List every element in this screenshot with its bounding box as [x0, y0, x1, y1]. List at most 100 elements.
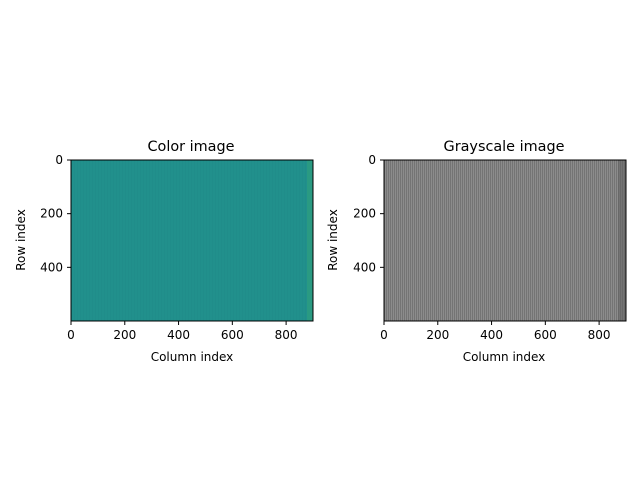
image-stripe [107, 160, 108, 321]
image-stripe [578, 160, 579, 321]
image-stripe [431, 160, 432, 321]
image-stripe [550, 160, 551, 321]
image-stripe [146, 160, 147, 321]
image-stripe [468, 160, 469, 321]
y-tick-label: 400 [353, 260, 376, 274]
image-stripe [395, 160, 396, 321]
y-axis-label: Row index [326, 209, 340, 271]
image-stripe [149, 160, 150, 321]
image-stripe [185, 160, 186, 321]
image-stripe [416, 160, 417, 321]
image-stripe [119, 160, 120, 321]
image-stripe [434, 160, 435, 321]
image-stripe [573, 160, 574, 321]
image-stripe [437, 160, 438, 321]
image-stripe [617, 160, 618, 321]
image-stripe [597, 160, 598, 321]
image-stripe [452, 160, 453, 321]
image-stripe [542, 160, 543, 321]
image-background [71, 160, 313, 321]
image-stripe [572, 160, 573, 321]
image-stripe [591, 160, 592, 321]
image-stripe [541, 160, 542, 321]
x-tick-label: 600 [534, 328, 557, 342]
image-stripe [545, 160, 546, 321]
image-stripe [467, 160, 468, 321]
image-stripe [614, 160, 615, 321]
image-stripe [389, 160, 390, 321]
image-stripe [527, 160, 528, 321]
image-stripe [425, 160, 426, 321]
image-stripe [519, 160, 520, 321]
image-stripe [293, 160, 294, 321]
image-stripe [386, 160, 387, 321]
image-stripe [593, 160, 594, 321]
image-stripe [391, 160, 392, 321]
image-stripe [565, 160, 566, 321]
image-stripe [263, 160, 264, 321]
chart-title: Grayscale image [444, 139, 565, 155]
image-stripe [302, 160, 303, 321]
image-stripe [551, 160, 552, 321]
plot-frame [70, 159, 314, 322]
image-stripe [462, 160, 463, 321]
image-stripe [480, 160, 481, 321]
image-stripe [446, 160, 447, 321]
image-stripe [444, 160, 445, 321]
chart-color-image: Color image 0 200 400 600 800 0 200 400 Column … [14, 139, 314, 364]
image-stripe [501, 160, 502, 321]
image-stripe [421, 160, 422, 321]
image-stripe [561, 160, 562, 321]
image-stripe [518, 160, 519, 321]
image-stripe [569, 160, 570, 321]
image-stripe [546, 160, 547, 321]
image-stripe [420, 160, 421, 321]
image-stripe [447, 160, 448, 321]
image-stripe [502, 160, 503, 321]
image-stripe [426, 160, 427, 321]
image-stripe [537, 160, 538, 321]
image-stripe [539, 160, 540, 321]
image-stripe [439, 160, 440, 321]
image-stripe [110, 160, 111, 321]
image-stripe [555, 160, 556, 321]
image-stripe [475, 160, 476, 321]
image-stripe [182, 160, 183, 321]
image-stripe [422, 160, 423, 321]
image-stripe [466, 160, 467, 321]
image-stripe [218, 160, 219, 321]
image-stripe [517, 160, 518, 321]
image-stripe [239, 160, 240, 321]
image-stripe [164, 160, 165, 321]
image-stripe [221, 160, 222, 321]
image-stripe [604, 160, 605, 321]
image-stripe [461, 160, 462, 321]
image-stripe [458, 160, 459, 321]
x-tick-label: 0 [67, 328, 75, 342]
image-stripe [394, 160, 395, 321]
image-stripe [131, 160, 132, 321]
image-stripe [242, 160, 243, 321]
image-stripe [471, 160, 472, 321]
image-stripe [305, 160, 306, 321]
image-stripe [567, 160, 568, 321]
image-stripe [86, 160, 87, 321]
image-stripe [167, 160, 168, 321]
image-stripe [611, 160, 612, 321]
image-stripe [101, 160, 102, 321]
image-stripe [493, 160, 494, 321]
image-stripe [456, 160, 457, 321]
image-stripe [553, 160, 554, 321]
y-tick-label: 200 [40, 207, 63, 221]
image-stripe [266, 160, 267, 321]
image-stripe [197, 160, 198, 321]
image-stripe [556, 160, 557, 321]
image-stripe [524, 160, 525, 321]
image-stripe [140, 160, 141, 321]
image-stripe [152, 160, 153, 321]
x-tick-label: 200 [426, 328, 449, 342]
image-stripe [465, 160, 466, 321]
image-stripe [589, 160, 590, 321]
image-stripe [400, 160, 401, 321]
image-stripe [582, 160, 583, 321]
